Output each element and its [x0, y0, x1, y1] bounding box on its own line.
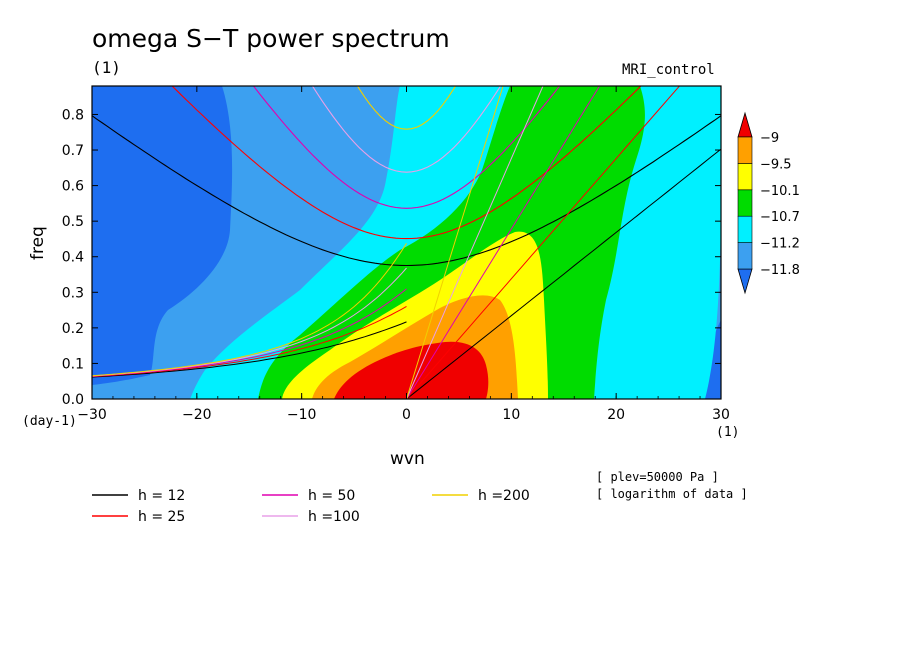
plot-background [92, 86, 721, 399]
legend: h = 12 h = 25 h = 50 h =100 h =200 [92, 488, 530, 525]
legend-label: h = 25 [138, 509, 185, 525]
colorbar-box [737, 163, 753, 191]
curve-mrg-12 [92, 321, 407, 378]
colorbar: −11.8 −11.2 −10.7 −10.1 −9.5 −9 [737, 111, 800, 295]
dispersion-curves [92, 86, 721, 399]
curve-kelvin-200 [406, 86, 504, 399]
curve-ig-200 [356, 86, 457, 130]
chart-subtitle-left: (1) [92, 58, 121, 77]
x-axis-unit: (1) [716, 425, 740, 440]
note-log: [ logarithm of data ] [596, 487, 748, 501]
x-tick-label: 0 [402, 407, 411, 423]
colorbar-label: −9.5 [760, 157, 792, 172]
colorbar-box [737, 242, 753, 270]
legend-label: h =100 [308, 509, 360, 525]
curve-kelvin-25 [406, 86, 681, 399]
y-axis-unit: (day-1) [22, 414, 77, 429]
colorbar-box [737, 215, 753, 243]
x-tick-label: −30 [77, 407, 107, 423]
curve-ig-50 [252, 86, 561, 209]
curve-ig-12 [92, 115, 721, 267]
chart-title: omega S−T power spectrum [92, 24, 450, 53]
x-axis-label: wvn [390, 449, 425, 469]
y-tick-label: 0.1 [62, 356, 84, 372]
y-tick-label: 0.8 [62, 107, 84, 123]
y-tick-label: 0.7 [62, 143, 84, 159]
x-tick-label: −20 [182, 407, 212, 423]
x-tick-label: 10 [502, 407, 520, 423]
contour-band-green [258, 86, 645, 399]
y-tick-label: 0.2 [62, 321, 84, 337]
colorbar-label: −11.2 [760, 237, 800, 252]
y-tick-label: 0.0 [62, 392, 84, 408]
legend-label: h = 12 [138, 488, 185, 504]
colorbar-bottom-triangle [737, 268, 753, 295]
x-tick-label: 30 [712, 407, 730, 423]
curve-ig-100 [311, 86, 502, 173]
legend-label: h =200 [478, 488, 530, 504]
curve-kelvin-100 [406, 86, 544, 399]
colorbar-box [737, 189, 753, 217]
y-tick-label: 0.6 [62, 179, 84, 195]
curve-kelvin-50 [406, 86, 601, 399]
colorbar-label: −10.7 [760, 210, 800, 225]
curve-mrg-200 [92, 243, 407, 377]
colorbar-top-triangle [737, 111, 753, 138]
x-tick-label: 20 [607, 407, 625, 423]
colorbar-label: −9 [760, 131, 779, 146]
curve-kelvin-12 [406, 148, 721, 399]
colorbar-label: −11.8 [760, 263, 800, 278]
colorbar-label: −10.1 [760, 184, 800, 199]
chart-subtitle-right: MRI_control [622, 62, 715, 78]
note-plev: [ plev=50000 Pa ] [596, 470, 719, 484]
x-tick-label: −10 [287, 407, 317, 423]
y-tick-label: 0.4 [62, 250, 84, 266]
legend-label: h = 50 [308, 488, 355, 504]
y-tick-label: 0.3 [62, 285, 84, 301]
colorbar-box [737, 136, 753, 164]
curve-mrg-25 [92, 305, 407, 378]
curve-ig-25 [171, 86, 642, 240]
axes: −30 −20 −10 0 10 20 30 0.0 0.1 0.2 0.3 0.4 0.5 0.6 0.7… [62, 86, 730, 423]
contour-band-red [334, 341, 489, 399]
contour-band-dark-left [92, 86, 233, 385]
y-tick-label: 0.5 [62, 214, 84, 230]
